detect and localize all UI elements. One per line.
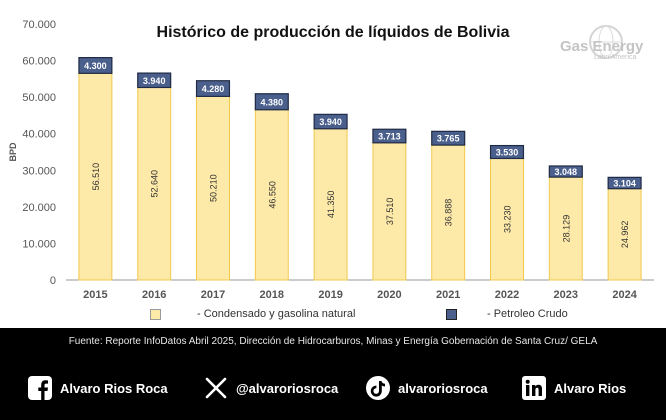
bar-petroleo-2020 [372,128,407,144]
data-label-petroleo-2023: 3.048 [555,167,578,177]
legend-label-condensado: - Condensado y gasolina natural [197,308,356,320]
data-label-petroleo-2024: 3.104 [613,179,636,189]
data-label-petroleo-2020: 3.713 [378,132,401,142]
bar-petroleo-2022 [489,144,525,160]
legend-swatch-condensado [150,308,161,320]
bar-petroleo-2019 [313,113,348,130]
data-label-petroleo-2021: 3.765 [437,134,460,144]
data-label-petroleo-2022: 3.530 [496,148,519,158]
bar-condensado-2019 [313,128,348,281]
legend-label-petroleo: - Petroleo Crudo [487,308,568,320]
y-tick-label: 40.000 [22,129,56,141]
social-linkedin[interactable]: Alvaro Rios [522,376,626,400]
legend-swatch-petroleo [446,308,457,320]
legend-item-condensado: - Condensado y gasolina natural [150,308,355,320]
logo-wordmark: Gas Energy [560,38,644,55]
bar-chart: 0 10.000 20.000 30.000 40.000 50.000 60.000 70.… [8,19,654,301]
data-label-petroleo-2018: 4.380 [261,97,284,107]
data-label-condensado-2021: 36.888 [444,199,454,227]
x-tick-label: 2022 [495,289,519,301]
data-label-petroleo-2016: 3.940 [143,76,166,86]
source-note: Fuente: Reporte InfoDatos Abril 2025, Di… [68,336,598,347]
bar-condensado-2016 [137,86,172,281]
x-icon [204,376,228,400]
x-tick-label: 2018 [260,289,284,301]
social-tiktok[interactable]: alvaroriosroca [366,376,488,400]
data-label-condensado-2019: 41.350 [326,191,336,219]
social-label-linkedin: Alvaro Rios [554,380,627,396]
data-label-condensado-2017: 50.210 [209,174,219,202]
x-tick-label: 2021 [436,289,460,301]
y-axis-label: BPD [8,142,18,162]
y-tick-label: 30.000 [22,165,56,177]
social-label-facebook: Alvaro Rios Roca [60,380,168,396]
gas-energy-logo: Gas Energy Latin America [560,24,652,66]
bar-petroleo-2021 [431,130,466,146]
bar-petroleo-2015 [78,57,113,74]
bar-petroleo-2017 [195,80,231,97]
y-tick-label: 70.000 [22,19,56,31]
x-tick-label: 2016 [142,289,166,301]
x-tick-label: 2017 [201,289,225,301]
data-label-petroleo-2019: 3.940 [319,117,342,127]
bar-condensado-2021 [431,144,466,281]
data-label-condensado-2023: 28.129 [561,215,571,243]
data-label-petroleo-2017: 4.280 [202,84,225,94]
chart-title: Histórico de producción de líquidos de B… [156,24,510,41]
x-tick-label: 2019 [318,289,342,301]
bar-condensado-2020 [372,142,407,281]
x-tick-label: 2023 [554,289,578,301]
data-label-condensado-2018: 46.550 [267,181,277,209]
bar-petroleo-2024 [607,176,642,190]
globe-icon [589,25,623,59]
legend-item-petroleo: - Petroleo Crudo [446,308,568,320]
x-tick-label: 2024 [612,289,637,301]
data-label-condensado-2015: 56.510 [91,163,101,191]
bar-condensado-2015 [78,72,113,281]
facebook-icon [28,376,52,400]
bar-petroleo-2023 [548,165,583,178]
tiktok-icon [366,376,390,400]
x-tick-label: 2020 [377,289,401,301]
y-tick-label: 20.000 [22,202,56,214]
logo-subtext: Latin America [594,54,637,61]
y-tick-label: 10.000 [22,238,56,250]
chart-panel: 0 10.000 20.000 30.000 40.000 50.000 60.000 70.… [0,0,666,328]
data-label-petroleo-2015: 4.300 [84,61,107,71]
bar-petroleo-2018 [254,93,289,111]
data-label-condensado-2024: 24.962 [620,221,630,249]
y-tick-label: 50.000 [22,92,56,104]
bar-condensado-2022 [490,157,524,281]
bar-condensado-2023 [548,176,583,281]
social-facebook[interactable]: Alvaro Rios Roca [28,376,168,400]
data-label-condensado-2016: 52.640 [150,170,160,198]
social-label-tiktok: alvaroriosroca [398,380,488,396]
bar-petroleo-2016 [137,72,172,89]
data-label-condensado-2022: 33.230 [503,205,513,233]
bar-condensado-2018 [254,109,289,281]
y-tick-label: 60.000 [22,56,56,68]
social-label-x: @alvaroriosroca [236,380,339,396]
y-tick-label: 0 [50,275,56,287]
x-tick-label: 2015 [83,289,107,301]
social-x[interactable]: @alvaroriosroca [204,376,338,400]
linkedin-icon [522,376,546,400]
data-label-condensado-2020: 37.510 [385,198,395,226]
